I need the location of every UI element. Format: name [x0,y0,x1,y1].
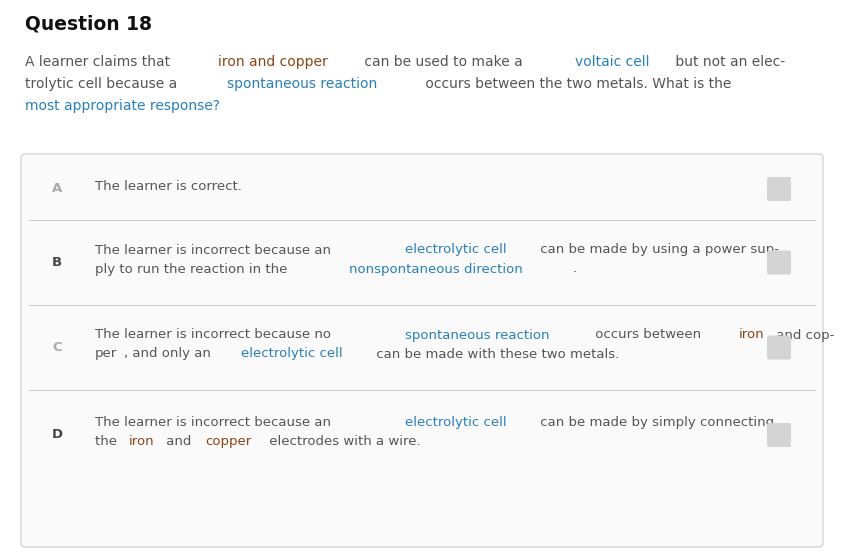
Text: Question 18: Question 18 [25,15,152,34]
Text: and cop-: and cop- [772,329,835,342]
Text: nonspontaneous direction: nonspontaneous direction [349,263,522,276]
Text: A: A [51,182,62,196]
Text: ply to run the reaction in the: ply to run the reaction in the [95,263,292,276]
Text: iron: iron [129,435,154,448]
FancyBboxPatch shape [767,177,791,201]
Text: electrolytic cell: electrolytic cell [241,348,343,361]
Text: per: per [95,348,117,361]
Text: iron: iron [739,329,765,342]
Text: A learner claims that: A learner claims that [25,55,175,69]
Text: can be made by simply connecting: can be made by simply connecting [536,416,774,429]
FancyBboxPatch shape [767,250,791,274]
Text: .: . [573,263,577,276]
Text: voltaic cell: voltaic cell [575,55,650,69]
Text: The learner is incorrect because an: The learner is incorrect because an [95,416,335,429]
Text: The learner is incorrect because no: The learner is incorrect because no [95,329,335,342]
Text: electrolytic cell: electrolytic cell [405,244,506,257]
Text: D: D [51,429,62,442]
Text: occurs between: occurs between [592,329,706,342]
Text: can be used to make a: can be used to make a [360,55,527,69]
Text: copper: copper [205,435,252,448]
Text: can be made by using a power sup-: can be made by using a power sup- [536,244,779,257]
Text: electrodes with a wire.: electrodes with a wire. [265,435,420,448]
FancyBboxPatch shape [767,423,791,447]
Text: and: and [162,435,196,448]
Text: The learner is correct.: The learner is correct. [95,179,242,192]
Text: iron and copper: iron and copper [218,55,327,69]
FancyBboxPatch shape [767,335,791,359]
Text: can be made with these two metals.: can be made with these two metals. [372,348,619,361]
Text: but not an elec-: but not an elec- [671,55,786,69]
Text: trolytic cell because a: trolytic cell because a [25,77,181,91]
Text: spontaneous reaction: spontaneous reaction [405,329,549,342]
Text: most appropriate response?: most appropriate response? [25,99,220,113]
FancyBboxPatch shape [21,154,823,547]
Text: , and only an: , and only an [124,348,215,361]
Text: the: the [95,435,122,448]
Text: The learner is incorrect because an: The learner is incorrect because an [95,244,335,257]
Text: B: B [52,256,62,269]
Text: occurs between the two metals. What is the: occurs between the two metals. What is t… [421,77,732,91]
Text: C: C [52,341,62,354]
Text: spontaneous reaction: spontaneous reaction [227,77,377,91]
Text: electrolytic cell: electrolytic cell [405,416,506,429]
